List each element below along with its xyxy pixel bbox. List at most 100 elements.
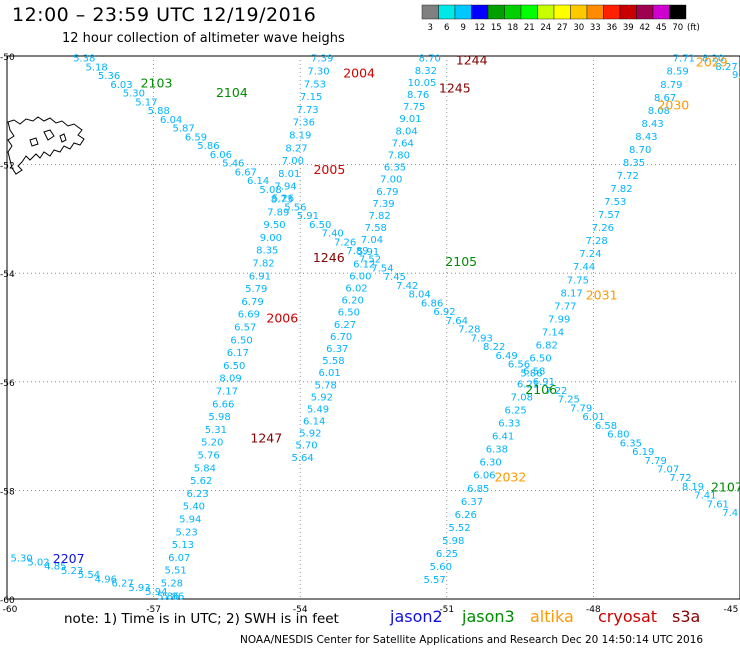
colorbar-swatch xyxy=(537,4,555,20)
wave-height-value: 5.38 xyxy=(73,54,95,65)
pass-time-label: 2103 xyxy=(141,75,173,90)
wave-height-value: 7.82 xyxy=(610,184,632,195)
colorbar-label: 24 xyxy=(540,23,551,33)
wave-height-value: 6.35 xyxy=(384,163,406,174)
colorbar-label: 36 xyxy=(606,23,617,33)
wave-height-value: 5.13 xyxy=(172,540,194,551)
wave-height-value: 5.91 xyxy=(297,211,319,222)
wave-height-value: 6.91 xyxy=(533,377,555,388)
wave-height-value: 7.80 xyxy=(388,150,410,161)
wave-height-value: 7.75 xyxy=(403,102,425,113)
wave-height-value: 6.06 xyxy=(473,471,495,482)
wave-height-value: 7.73 xyxy=(296,105,318,116)
wave-height-value: 5.30 xyxy=(11,553,33,564)
wave-height-value: 8.73 xyxy=(271,195,293,206)
colorbar-swatch xyxy=(471,4,489,20)
colorbar-label: 12 xyxy=(474,23,485,33)
wave-height-value: 6.35 xyxy=(620,438,642,449)
colorbar-label: 15 xyxy=(491,23,502,33)
x-tick-label: -45 xyxy=(724,605,739,615)
pass-time-label: 2030 xyxy=(657,98,689,113)
wave-height-value: 7.40 xyxy=(322,229,344,240)
pass-time-label: 2004 xyxy=(343,65,375,80)
wave-height-value: 7.04 xyxy=(361,235,383,246)
axis-ticks: -60 -57 -54 -51 -48 -45 -50 -52 -54 -56 -58 -60 xyxy=(0,53,738,615)
colorbar-label: 21 xyxy=(524,23,535,33)
wave-height-value: 5.86 xyxy=(520,368,542,379)
wave-height-value: 8.27 xyxy=(715,62,737,73)
wave-height-value: 5.31 xyxy=(205,425,227,436)
colorbar-swatch xyxy=(603,4,621,20)
wave-height-value: 5.57 xyxy=(423,575,445,586)
colorbar-swatch xyxy=(504,4,522,20)
wave-height-value: 7.08 xyxy=(511,393,533,404)
wave-height-value: 5.79 xyxy=(245,284,267,295)
wave-height-value: 6.01 xyxy=(318,368,340,379)
wave-height-value: 7.79 xyxy=(645,456,667,467)
colorbar-legend: 3 6 9 12 15 18 21 24 27 30 33 36 39 42 45 70 (ft) xyxy=(421,4,700,33)
wave-height-value: 6.82 xyxy=(536,340,558,351)
wave-height-value: 5.62 xyxy=(190,476,212,487)
wave-height-value: 7.00 xyxy=(282,156,304,167)
wave-height-value: 5.08 xyxy=(259,185,281,196)
wave-height-value: 6.70 xyxy=(330,332,352,343)
colorbar-swatch xyxy=(454,4,472,20)
wave-height-value: 6.33 xyxy=(498,419,520,430)
wave-height-value: 6.58 xyxy=(523,366,545,377)
wave-height-value: 6.50 xyxy=(309,220,331,231)
grid xyxy=(7,56,740,599)
wave-height-value: 5.36 xyxy=(98,71,120,82)
colorbar-label: 30 xyxy=(573,23,584,33)
footnote: note: 1) Time is in UTC; 2) SWH is in fe… xyxy=(64,611,339,627)
wave-height-value: 6.03 xyxy=(110,80,132,91)
wave-height-value: 8.19 xyxy=(682,482,704,493)
pass-time-label: 2104 xyxy=(216,85,248,100)
wave-height-value: 6.79 xyxy=(241,297,263,308)
wave-height-value: 7.64 xyxy=(392,138,414,149)
pass-time-label: 2029 xyxy=(696,55,728,70)
wave-height-value: 6.86 xyxy=(421,298,443,309)
wave-height-value: 6.14 xyxy=(303,417,325,428)
wave-height-value: 7.28 xyxy=(458,325,480,336)
wave-height-value: 8.22 xyxy=(483,342,505,353)
wave-height-value: 6.00 xyxy=(349,271,371,282)
wave-height-value: 5.92 xyxy=(311,392,333,403)
colorbar-swatch xyxy=(636,4,654,20)
wave-height-value: 6.38 xyxy=(486,445,508,456)
wave-height-value: 6.27 xyxy=(112,579,134,590)
wave-height-value: 8.35 xyxy=(623,158,645,169)
chart-title: 12:00 – 23:59 UTC 12/19/2016 xyxy=(12,4,317,26)
wave-height-value: 7.52 xyxy=(359,255,381,266)
wave-height-value: 7.54 xyxy=(371,263,393,274)
y-tick-label: -52 xyxy=(0,162,15,172)
wave-height-value: 6.85 xyxy=(467,484,489,495)
wave-height-value: 5.86 xyxy=(162,591,184,602)
wave-height-value: 5.88 xyxy=(148,106,170,117)
legend-s3a: s3a xyxy=(672,607,701,626)
wave-height-value: 7.79 xyxy=(570,403,592,414)
pass-time-label: 2105 xyxy=(445,254,477,269)
wave-height-value: 7.4 xyxy=(722,508,738,519)
wave-height-value: 5.20 xyxy=(201,438,223,449)
wave-height-value: 7.82 xyxy=(252,259,274,270)
colorbar-swatch xyxy=(619,4,637,20)
wave-height-value: 5.84 xyxy=(194,463,216,474)
wave-height-value: 5.49 xyxy=(307,404,329,415)
wave-height-value: 5.40 xyxy=(183,502,205,513)
wave-height-value: 8.35 xyxy=(256,246,278,257)
wave-height-value: 7.22 xyxy=(545,386,567,397)
colorbar-label: 18 xyxy=(507,23,518,33)
wave-height-value: 7.64 xyxy=(446,316,468,327)
wave-height-value: 8.43 xyxy=(635,132,657,143)
wave-height-value: 9.01 xyxy=(399,114,421,125)
wave-height-value: 7.58 xyxy=(365,223,387,234)
wave-height-value: 9.50 xyxy=(263,220,285,231)
wave-height-value: 8.43 xyxy=(642,119,664,130)
wave-height-value: 5.18 xyxy=(85,62,107,73)
wave-height-value: 4.96 xyxy=(95,574,117,585)
wave-height-value: 7.89 xyxy=(267,207,289,218)
y-tick-label: -60 xyxy=(0,596,15,606)
wave-height-value: 5.92 xyxy=(299,429,321,440)
chart-subtitle: 12 hour collection of altimeter wave hei… xyxy=(62,31,345,46)
wave-height-value: 7.77 xyxy=(554,301,576,312)
